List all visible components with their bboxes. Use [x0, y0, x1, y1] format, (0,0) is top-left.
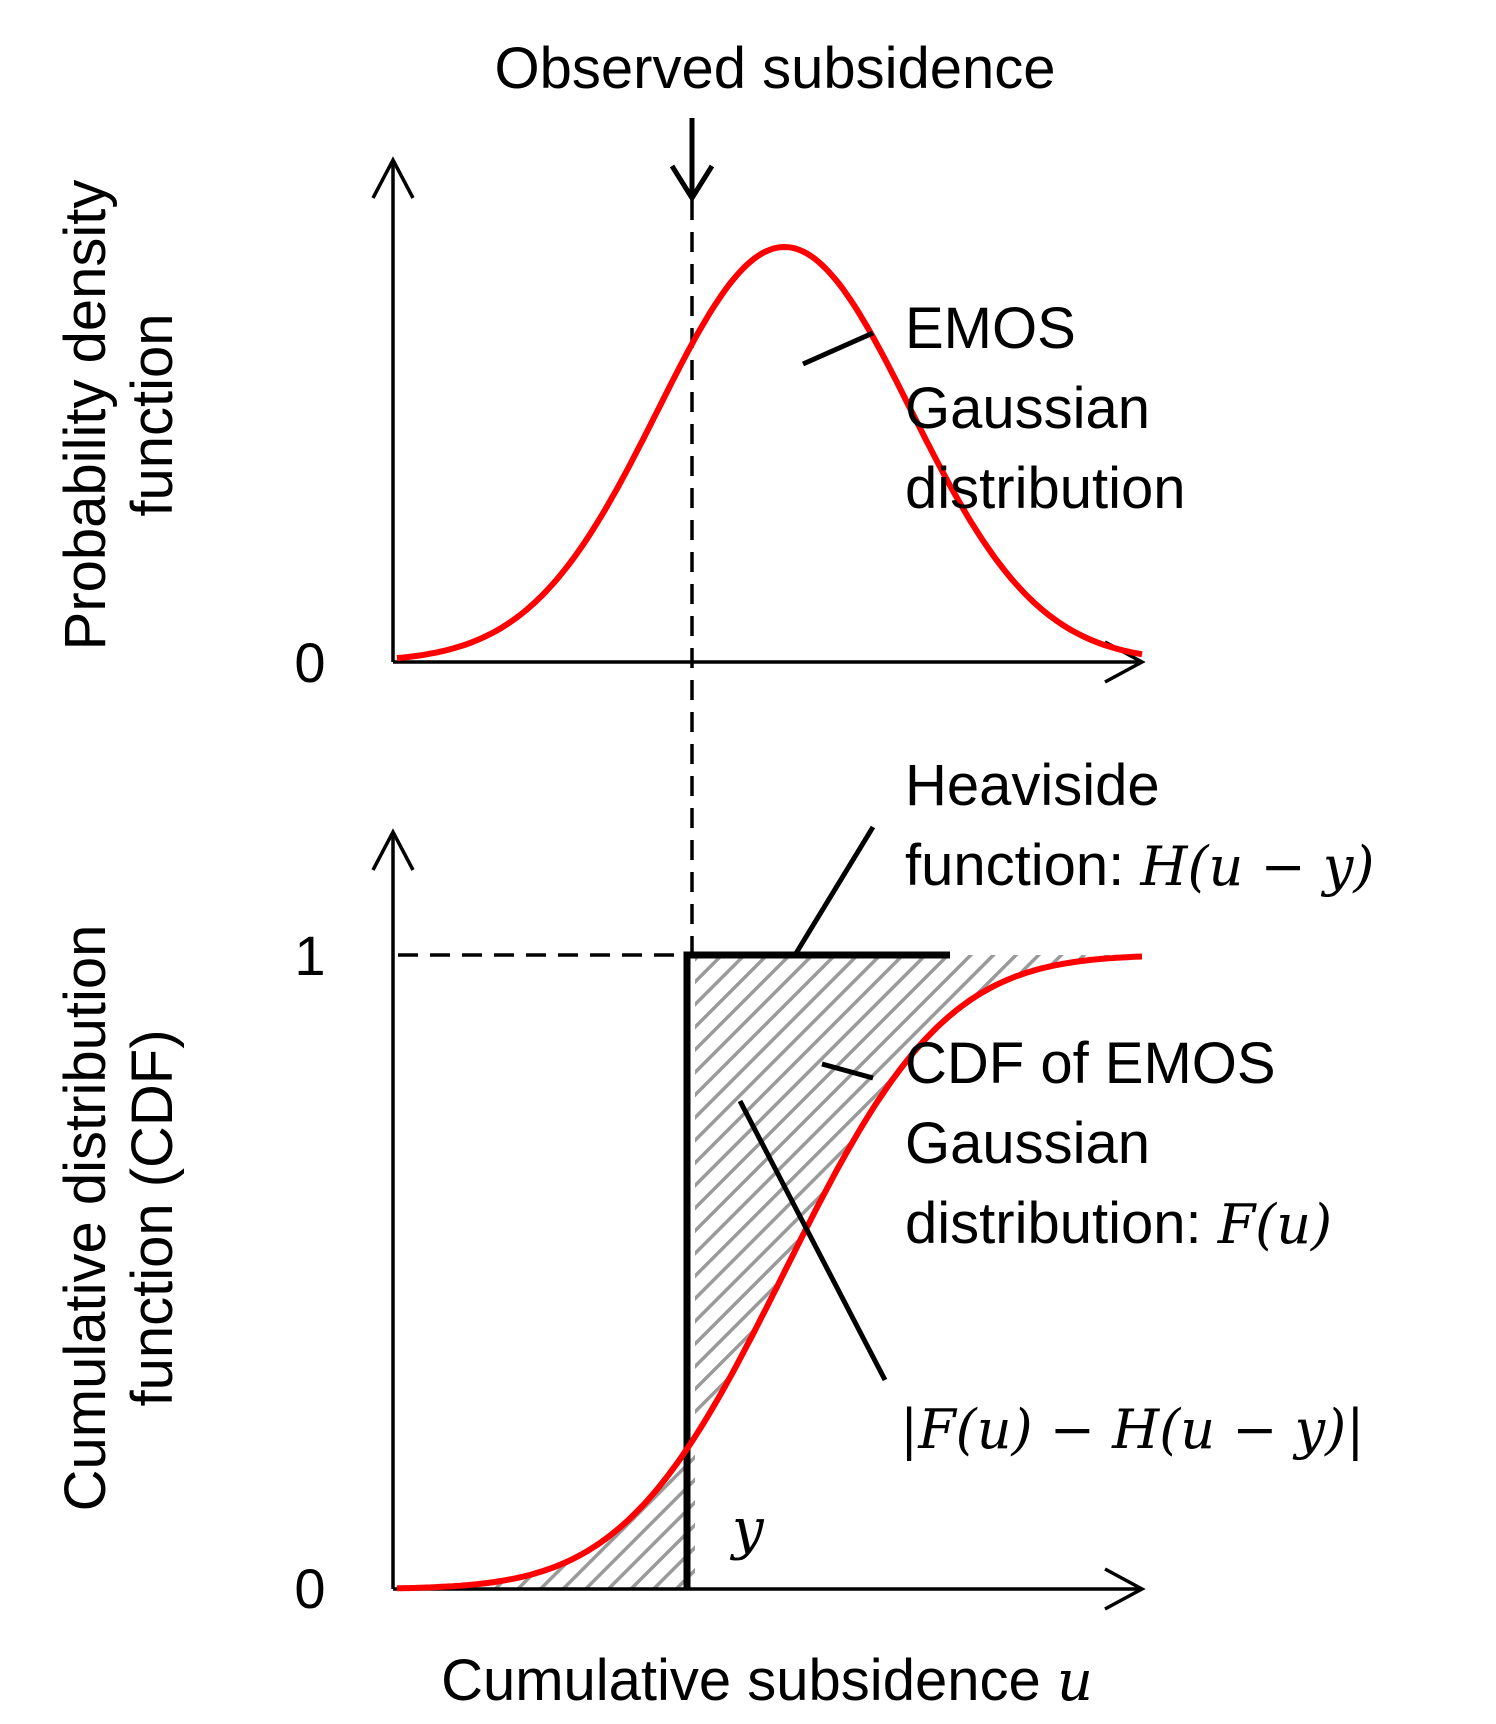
- cdf-label: CDF of EMOS Gaussian distribution: F(u): [905, 1031, 1332, 1256]
- pdf-y-arrow-icon: [371, 156, 415, 199]
- emos-label-line3: distribution: [905, 456, 1185, 521]
- emos-label-leader: [801, 330, 875, 367]
- cdf-label-line2: Gaussian: [905, 1111, 1150, 1176]
- cdf-ylabel-line1: Cumulative distribution: [53, 925, 118, 1512]
- x-axis-label: Cumulative subsidence u: [441, 1648, 1093, 1714]
- heaviside-label-math: H(u − y): [1139, 835, 1374, 898]
- pdf-ylabel-line1: Probability density: [53, 180, 118, 651]
- pdf-curve: [396, 243, 1143, 662]
- cdf-panel: 0 1 Cumulative distribution function (CD…: [53, 753, 1374, 1620]
- emos-label: EMOS Gaussian distribution: [905, 296, 1185, 521]
- x-axis-label-math: u: [1057, 1649, 1093, 1714]
- cdf-label-line1: CDF of EMOS: [905, 1031, 1276, 1096]
- cdf-curve: [396, 953, 1143, 1592]
- cdf-label-math: F(u): [1217, 1193, 1332, 1256]
- heaviside-label: Heaviside function: H(u − y): [905, 753, 1374, 898]
- emos-label-line2: Gaussian: [905, 376, 1150, 441]
- crps-hatched-area: [397, 955, 1142, 1589]
- x-axis-label-text: Cumulative subsidence: [441, 1648, 1057, 1713]
- cdf-x-arrow-icon: [1104, 1567, 1146, 1611]
- heaviside-label-line1: Heaviside: [905, 753, 1160, 818]
- cdf-label-line3: distribution:: [905, 1191, 1218, 1256]
- cdf-y-arrow-icon: [371, 828, 415, 871]
- pdf-ylabel-line2: function: [120, 313, 185, 516]
- heaviside-label-leader: [792, 825, 876, 957]
- pdf-y-tick-zero: 0: [294, 631, 325, 694]
- cdf-y-tick-one: 1: [294, 924, 325, 987]
- heaviside-label-line2: function:: [905, 833, 1140, 898]
- heaviside-step: [683, 951, 950, 1589]
- pdf-panel: 0 Probability density function EMOS Gaus…: [53, 156, 1185, 694]
- cdf-ylabel-line2: function (CDF): [120, 1029, 185, 1406]
- observed-subsidence-label: Observed subsidence: [495, 36, 1056, 101]
- emos-label-line1: EMOS: [905, 296, 1076, 361]
- cdf-y-tick-zero: 0: [294, 1557, 325, 1620]
- observed-arrow-icon: [669, 118, 715, 203]
- area-label-leader: [737, 1099, 888, 1382]
- y-marker-label: y: [729, 1497, 765, 1562]
- area-label: |F(u) − H(u − y)|: [900, 1398, 1364, 1461]
- cdf-label-leader: [821, 1061, 874, 1081]
